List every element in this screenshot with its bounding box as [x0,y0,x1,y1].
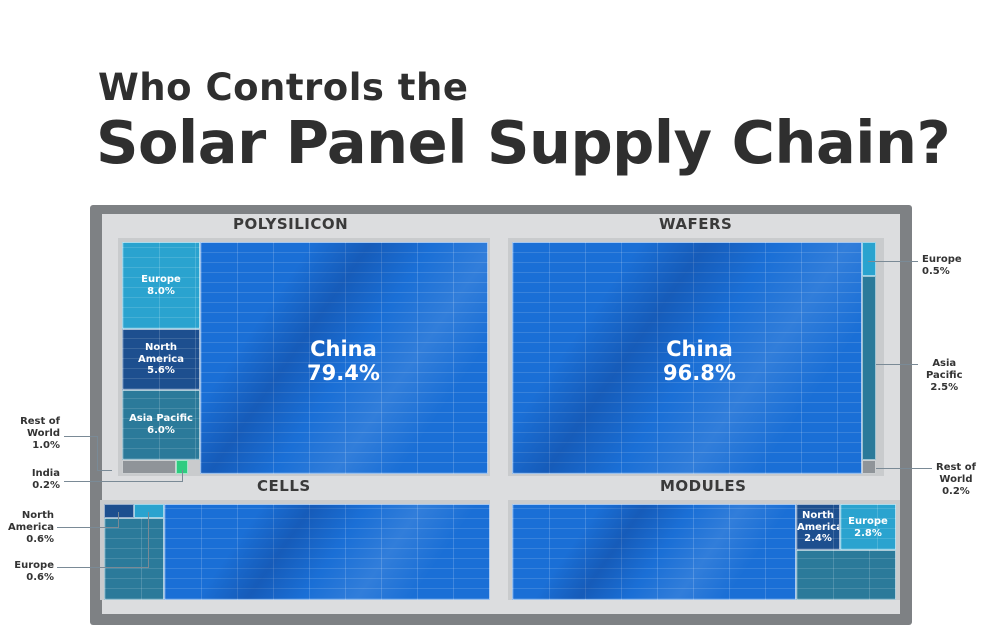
leader-line-india [64,481,183,482]
modules-asia-pacific-cell [796,550,896,600]
modules-panel: North America 2.4% Europe 2.8% [508,500,900,600]
polysilicon-europe-cell: Europe 8.0% [122,242,200,329]
polysilicon-china-label: China 79.4% [307,337,380,386]
label-polysilicon-india: India 0.2% [31,468,60,491]
wafers-panel: China 96.8% [508,238,884,476]
cells-europe-cell [134,504,164,518]
wafers-asia-pacific-cell [862,276,876,460]
leader-line-cells-north-america-vertical [118,512,119,528]
wafers-china-cell: China 96.8% [512,242,862,474]
title-line-1: Who Controls the [98,66,469,109]
leader-line-wafers-europe [868,261,918,262]
polysilicon-europe-label: Europe 8.0% [141,274,181,297]
leader-line-cells-europe-vertical [148,512,149,568]
polysilicon-rest-of-world-cell [122,460,176,474]
modules-north-america-cell: North America 2.4% [796,504,840,550]
label-cells-north-america: North America 0.6% [8,510,54,545]
leader-line-wafers-asia-pacific [876,364,918,365]
cells-north-america-cell [104,504,134,518]
section-label-polysilicon: POLYSILICON [233,215,349,233]
modules-china-cell [512,504,796,600]
polysilicon-panel: China 79.4% Europe 8.0% North America 5.6% A… [118,238,490,476]
polysilicon-north-america-cell: North America 5.6% [122,329,200,390]
leader-line-rest-of-world-end [97,470,112,471]
modules-north-america-label: North America 2.4% [797,510,840,544]
label-polysilicon-rest-of-world: Rest of World 1.0% [20,416,60,451]
leader-line-india-vertical [182,470,183,482]
label-wafers-europe: Europe 0.5% [922,254,962,277]
cells-panel [100,500,490,600]
section-label-modules: MODULES [660,477,747,495]
polysilicon-asia-pacific-cell: Asia Pacific 6.0% [122,390,200,460]
leader-line-wafers-rest-of-world [876,468,932,469]
label-wafers-rest-of-world: Rest of World 0.2% [936,462,976,497]
polysilicon-china-cell: China 79.4% [200,242,488,474]
wafers-europe-cell [862,242,876,276]
label-cells-europe: Europe 0.6% [14,560,54,583]
leader-line-cells-europe [57,567,149,568]
modules-europe-label: Europe 2.8% [848,516,888,539]
wafers-china-label: China 96.8% [663,337,736,386]
modules-europe-cell: Europe 2.8% [840,504,896,550]
section-label-wafers: WAFERS [659,215,733,233]
cells-china-cell [164,504,490,600]
cells-asia-pacific-cell [104,518,164,600]
wafers-rest-of-world-cell [862,460,876,474]
polysilicon-asia-pacific-label: Asia Pacific 6.0% [129,413,193,436]
polysilicon-north-america-label: North America 5.6% [138,342,184,376]
leader-line-cells-north-america [57,527,119,528]
leader-line-rest-of-world [64,436,98,437]
section-label-cells: CELLS [257,477,311,495]
label-wafers-asia-pacific: Asia Pacific 2.5% [926,358,963,393]
leader-line-rest-of-world-vertical [97,436,98,471]
title-line-2: Solar Panel Supply Chain? [96,108,951,177]
